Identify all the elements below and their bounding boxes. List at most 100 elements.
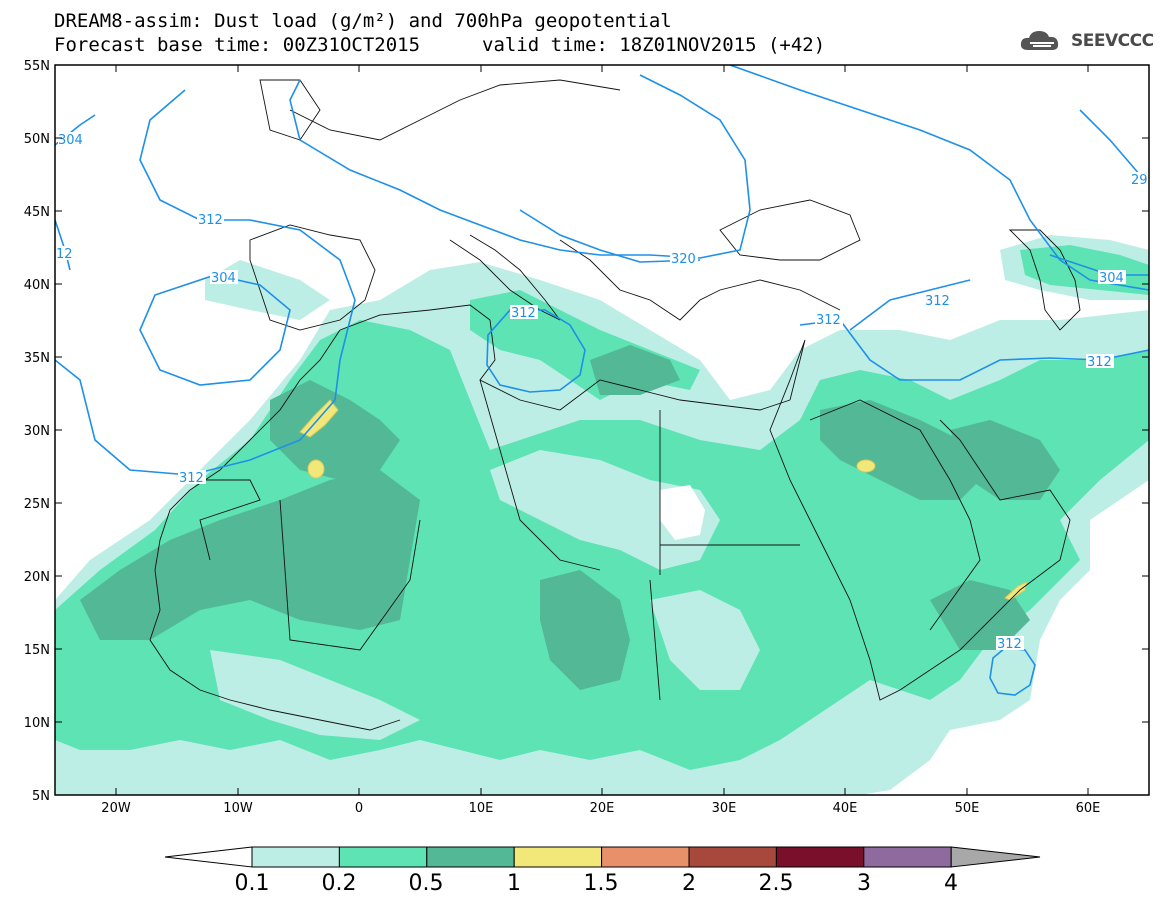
colorbar-box <box>338 846 428 868</box>
border-mauritania <box>199 479 261 561</box>
contour-29-far-east <box>1079 109 1141 176</box>
coast-north-africa <box>339 304 791 411</box>
colorbar-label: 0.1 <box>234 871 270 896</box>
dust-band-dark-arabia <box>820 400 980 500</box>
contour-label-312-c: 312 <box>511 306 536 321</box>
colorbar-label: 1.5 <box>583 871 619 896</box>
dust-band-dark-atlas <box>270 380 400 480</box>
coast-europe-north <box>289 79 621 141</box>
coast-levant-red-sea <box>769 339 1071 701</box>
seevccc-logo: SEEVCCC <box>1018 27 1154 55</box>
colorbar-label: 2.5 <box>758 871 794 896</box>
coast-caspian <box>1008 229 1081 331</box>
dust-band-dark-west <box>80 470 420 640</box>
dust-max-arabia <box>856 459 876 473</box>
dust-field <box>55 65 1149 795</box>
colorbar-label: 0.2 <box>321 871 357 896</box>
contour-label-320: 320 <box>671 252 696 267</box>
dust-max-algeria <box>307 459 325 479</box>
geopotential-contours <box>55 65 1149 696</box>
contour-label-304-a: 304 <box>58 133 83 148</box>
contour-labels: 304 312 304 312 312 320 312 312 304 312 … <box>56 132 1148 652</box>
valid-time: valid time: 18Z01NOV2015 (+42) <box>482 34 826 56</box>
colorbar-box <box>688 846 777 868</box>
dust-band-dark-med <box>590 345 680 395</box>
lon-label: 10E <box>469 801 494 816</box>
colorbar-box <box>513 846 603 868</box>
contour-312-arabian-sea <box>989 647 1036 696</box>
border-saudi <box>809 399 981 631</box>
coast-black-sea <box>719 199 861 261</box>
coast-italy <box>449 234 561 321</box>
border-sudan-chad <box>649 579 661 701</box>
lon-label: 40E <box>833 801 858 816</box>
contour-label-12: 12 <box>56 247 73 262</box>
contour-label-304-b: 304 <box>211 271 236 286</box>
map-title: DREAM8-assim: Dust load (g/m²) and 700hP… <box>54 10 672 32</box>
contour-label-312-b: 312 <box>179 471 204 486</box>
contour-label-29: 29 <box>1131 173 1148 188</box>
contour-label-312-g: 312 <box>997 637 1022 652</box>
dust-band-dark-chad <box>540 570 630 690</box>
latitude-axis: 55N 50N 45N 40N 35N 30N 25N 20N 15N 10N … <box>24 59 1149 804</box>
logo-text: SEEVCCC <box>1071 31 1154 51</box>
border-algeria-libya <box>479 379 601 571</box>
lon-label: 20W <box>101 801 131 816</box>
colorbar-label: 1 <box>507 871 521 896</box>
lon-label: 0 <box>355 801 363 816</box>
dust-hole-egypt-white <box>660 485 705 540</box>
longitude-axis: 20W 10W 0 10E 20E 30E 40E 50E 60E <box>101 65 1100 816</box>
lat-label: 55N <box>24 59 50 74</box>
lon-label: 30E <box>712 801 737 816</box>
lon-label: 50E <box>955 801 980 816</box>
lat-label: 45N <box>24 205 50 220</box>
colorbar-box <box>601 846 690 868</box>
lat-label: 10N <box>24 716 50 731</box>
lat-label: 35N <box>24 351 50 366</box>
colorbar-box <box>863 846 952 868</box>
contour-label-312-e: 312 <box>925 294 950 309</box>
lon-label: 10W <box>223 801 253 816</box>
coastlines <box>149 79 1081 731</box>
colorbar-box <box>426 846 515 868</box>
contour-label-312-d: 312 <box>816 313 841 328</box>
contour-312-eastern <box>799 319 1149 381</box>
contour-312-turkey <box>849 279 971 331</box>
lat-label: 40N <box>24 278 50 293</box>
dust-band-dark-gulf <box>950 420 1060 500</box>
contour-label-304-c: 304 <box>1099 271 1124 286</box>
contour-label-312-a: 312 <box>198 213 223 228</box>
colorbar-label: 3 <box>857 871 871 896</box>
cloud-icon <box>1020 31 1059 50</box>
coast-british-isles <box>259 79 321 141</box>
contour-312-west <box>55 89 356 476</box>
contour-29-northeast <box>729 65 1149 291</box>
coast-west-africa <box>149 329 401 731</box>
contour-312-sicily <box>486 309 586 393</box>
lat-label: 20N <box>24 570 50 585</box>
border-mali-algeria <box>279 499 421 651</box>
colorbar-over-triangle <box>950 846 1041 868</box>
colorbar-box <box>251 846 340 868</box>
colorbar-box <box>775 846 865 868</box>
lat-label: 25N <box>24 497 50 512</box>
contour-320-balkans <box>519 209 701 263</box>
coast-balkans <box>559 239 841 321</box>
contour-304-low <box>139 274 291 386</box>
dust-hole-libya <box>490 450 720 570</box>
lat-label: 30N <box>24 424 50 439</box>
lat-label: 5N <box>32 789 50 804</box>
contour-label-312-f: 312 <box>1087 355 1112 370</box>
colorbar-label: 0.5 <box>408 871 444 896</box>
colorbar-label: 4 <box>944 871 958 896</box>
colorbar <box>164 846 1041 868</box>
colorbar-under-triangle <box>164 846 253 868</box>
lon-label: 60E <box>1076 801 1101 816</box>
dust-hole-sudan <box>650 590 760 690</box>
contour-312-europe <box>289 74 751 259</box>
forecast-base-time: Forecast base time: 00Z31OCT2015 <box>54 34 421 56</box>
colorbar-label: 2 <box>682 871 696 896</box>
dust-hole-sahel <box>210 650 420 740</box>
lat-label: 15N <box>24 643 50 658</box>
